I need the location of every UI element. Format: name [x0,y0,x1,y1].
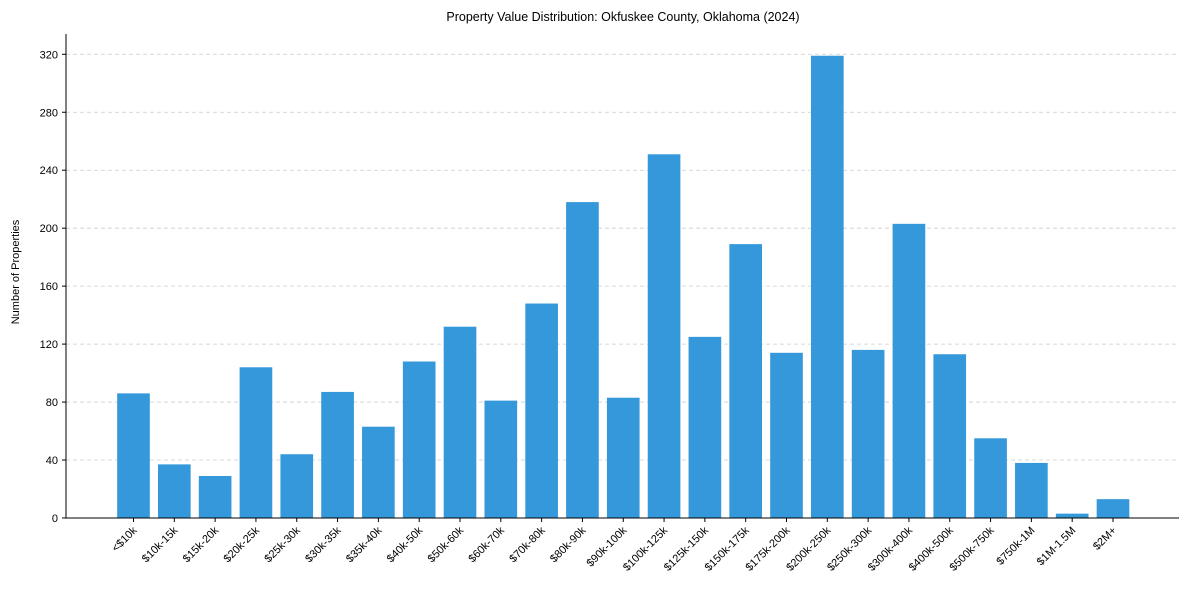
chart-title: Property Value Distribution: Okfuskee Co… [446,10,799,24]
bar-6 [362,426,395,518]
bar-20 [933,354,967,518]
x-tick-label: <$10k [110,524,140,554]
x-tick-label: $20k-25k [222,524,263,565]
bar-17 [810,55,844,519]
bar-13 [647,154,681,518]
y-tick-label: 280 [40,107,58,119]
bar-11 [566,202,599,518]
x-tick-label: $80k-90k [548,524,589,565]
bar-0 [117,393,150,518]
y-tick-label: 0 [52,513,58,525]
bar-12 [606,397,640,518]
x-tick-label: $2M+ [1091,525,1119,553]
bar-23 [1055,513,1089,518]
x-tick-label: $60k-70k [466,524,507,565]
y-tick-label: 200 [40,223,58,235]
x-tick-label: $15k-20k [181,524,222,565]
bar-22 [1015,462,1048,518]
x-tick-label: $40k-50k [385,524,426,565]
x-tick-label: $35k-40k [344,524,385,565]
bar-1 [157,464,191,518]
x-tick-label: $25k-30k [262,524,303,565]
x-tick-label: $10k-15k [140,524,181,565]
bar-7 [402,361,436,518]
x-tick-label: $70k-80k [507,524,548,565]
y-tick-label: 240 [40,165,58,177]
bar-18 [851,349,885,518]
bars [117,55,1130,519]
bar-21 [974,438,1007,518]
x-tick-label: $50k-60k [426,524,467,565]
y-tick-label: 160 [40,281,58,293]
bar-8 [443,326,477,518]
y-tick-label: 80 [46,397,58,409]
x-tick-label: $1M-1.5M [1035,525,1079,569]
bar-2 [198,475,232,518]
bar-4 [280,454,314,518]
bar-3 [239,367,273,518]
bar-16 [770,352,803,518]
axes [65,34,1179,519]
bar-24 [1096,499,1130,518]
bar-15 [729,244,763,518]
y-tick-label: 320 [40,49,58,61]
y-tick-label: 120 [40,339,58,351]
y-axis-label: Number of Properties [10,219,22,324]
x-tick-label: $750k-1M [994,525,1037,568]
x-tick-label: $500k-750k [948,524,997,573]
bar-9 [484,400,518,518]
y-tick-label: 40 [46,455,58,467]
bar-5 [321,391,354,518]
y-ticks: 0 40 80 120 160 200 240 280 320 [40,49,66,525]
bar-19 [892,223,926,518]
x-tick-label: $30k-35k [303,524,344,565]
bar-14 [688,336,722,518]
x-ticks: <$10k $10k-15k $15k-20k $20k-25k $25k-30k $30… [110,518,1119,574]
bar-10 [525,303,558,518]
